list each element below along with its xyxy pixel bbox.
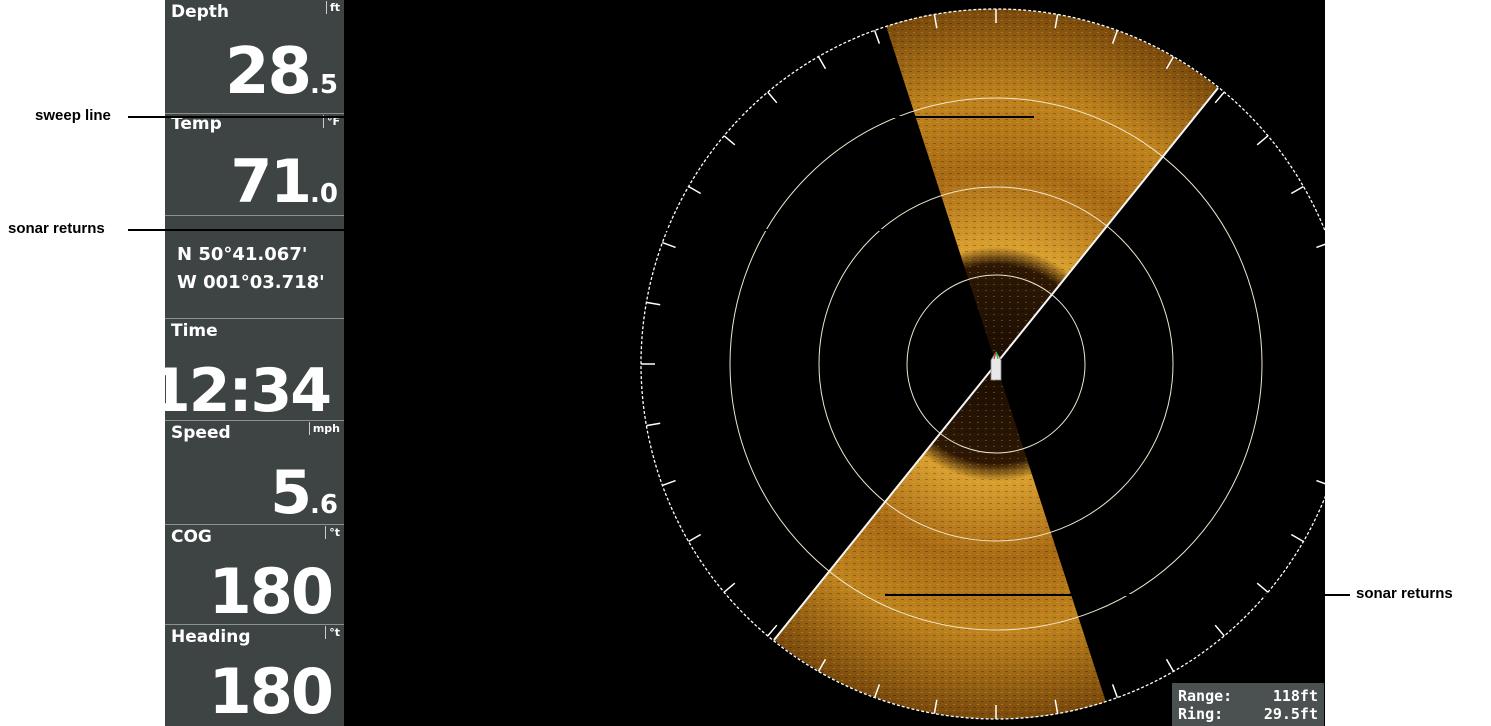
temp-box: Temp °F 71.0 [165,113,344,216]
bearing-tick [723,135,736,146]
time-box: Time 12:34 [165,318,344,421]
bearing-tick [817,56,827,70]
bearing-tick [1165,56,1175,70]
heading-box: Heading °t 180 [165,624,344,726]
bearing-tick [723,582,736,593]
bearing-tick [1290,185,1304,195]
distance-rings [729,97,1263,631]
bearing-tick [1316,243,1325,249]
bearing-tick [1256,582,1269,593]
bearing-tick [873,30,881,44]
callout-sonar-returns-2: sonar returns [1356,585,1453,602]
ring-value: 29.5ft [1263,705,1318,723]
position-box: N 50°41.067' W 001°03.718' [165,215,344,319]
bearing-tick [1214,91,1225,104]
depth-box: Depth ft 28.5 [165,0,344,113]
boat-icon [990,351,1002,381]
bearing-tick [933,14,938,29]
bearing-tick [817,658,827,672]
range-label: Range: [1178,687,1233,705]
callout-sonar-returns-1-leader [128,229,916,231]
bearing-tick [1111,30,1119,44]
cog-label: COG [171,527,212,547]
speed-value: 5.6 [270,458,338,528]
bearing-tick [873,684,881,698]
temp-unit: °F [322,115,340,128]
cog-unit: °t [325,526,340,539]
bearing-tick [646,422,661,427]
bearing-tick [688,185,702,195]
bearing-tick [767,624,778,637]
time-label: Time [171,321,218,341]
speed-label: Speed [171,423,231,443]
depth-label: Depth [171,2,230,22]
callout-sonar-returns-1: sonar returns [8,220,105,237]
bearing-tick [1290,533,1304,543]
speed-box: Speed mph 5.6 [165,420,344,525]
time-value: 12:34 [165,356,332,426]
temp-label: Temp [171,114,222,134]
depth-unit: ft [325,1,340,14]
bearing-tick [1214,624,1225,637]
speed-unit: mph [308,422,340,435]
bearing-tick [1054,699,1059,714]
heading-value: 180 [208,655,334,726]
bearing-tick [1165,658,1175,672]
bearing-tick [767,91,778,104]
longitude: W 001°03.718' [177,272,325,293]
ring-label: Ring: [1178,705,1224,723]
bearing-tick [1111,684,1119,698]
bearing-tick [646,301,661,306]
cog-box: COG °t 180 [165,524,344,625]
sonar-screen: Depth ft 28.5 Temp °F 71.0 N 50°41.067' … [165,0,1325,726]
heading-label: Heading [171,627,251,647]
heading-unit: °t [325,626,340,639]
bearing-tick [1256,135,1269,146]
range-info-box: Range: 118ft Ring: 29.5ft [1172,683,1324,726]
sonar-radar-view [640,8,1325,720]
callout-sweep-line-leader [128,116,1034,118]
bearing-ticks [641,9,1325,719]
depth-value: 28.5 [224,35,338,109]
data-sidebar: Depth ft 28.5 Temp °F 71.0 N 50°41.067' … [165,0,344,726]
bearing-tick [662,241,676,249]
bearing-tick [688,533,702,543]
callout-sweep-line: sweep line [35,107,111,124]
callout-sonar-returns-2-leader [885,594,1350,596]
cog-value: 180 [208,555,334,628]
range-value: 118ft [1272,687,1318,705]
temp-value: 71.0 [230,147,338,217]
bearing-tick [1316,479,1325,485]
bearing-tick [1054,14,1059,29]
bearing-tick [662,479,676,487]
bearing-tick [933,699,938,714]
latitude: N 50°41.067' [177,244,308,265]
